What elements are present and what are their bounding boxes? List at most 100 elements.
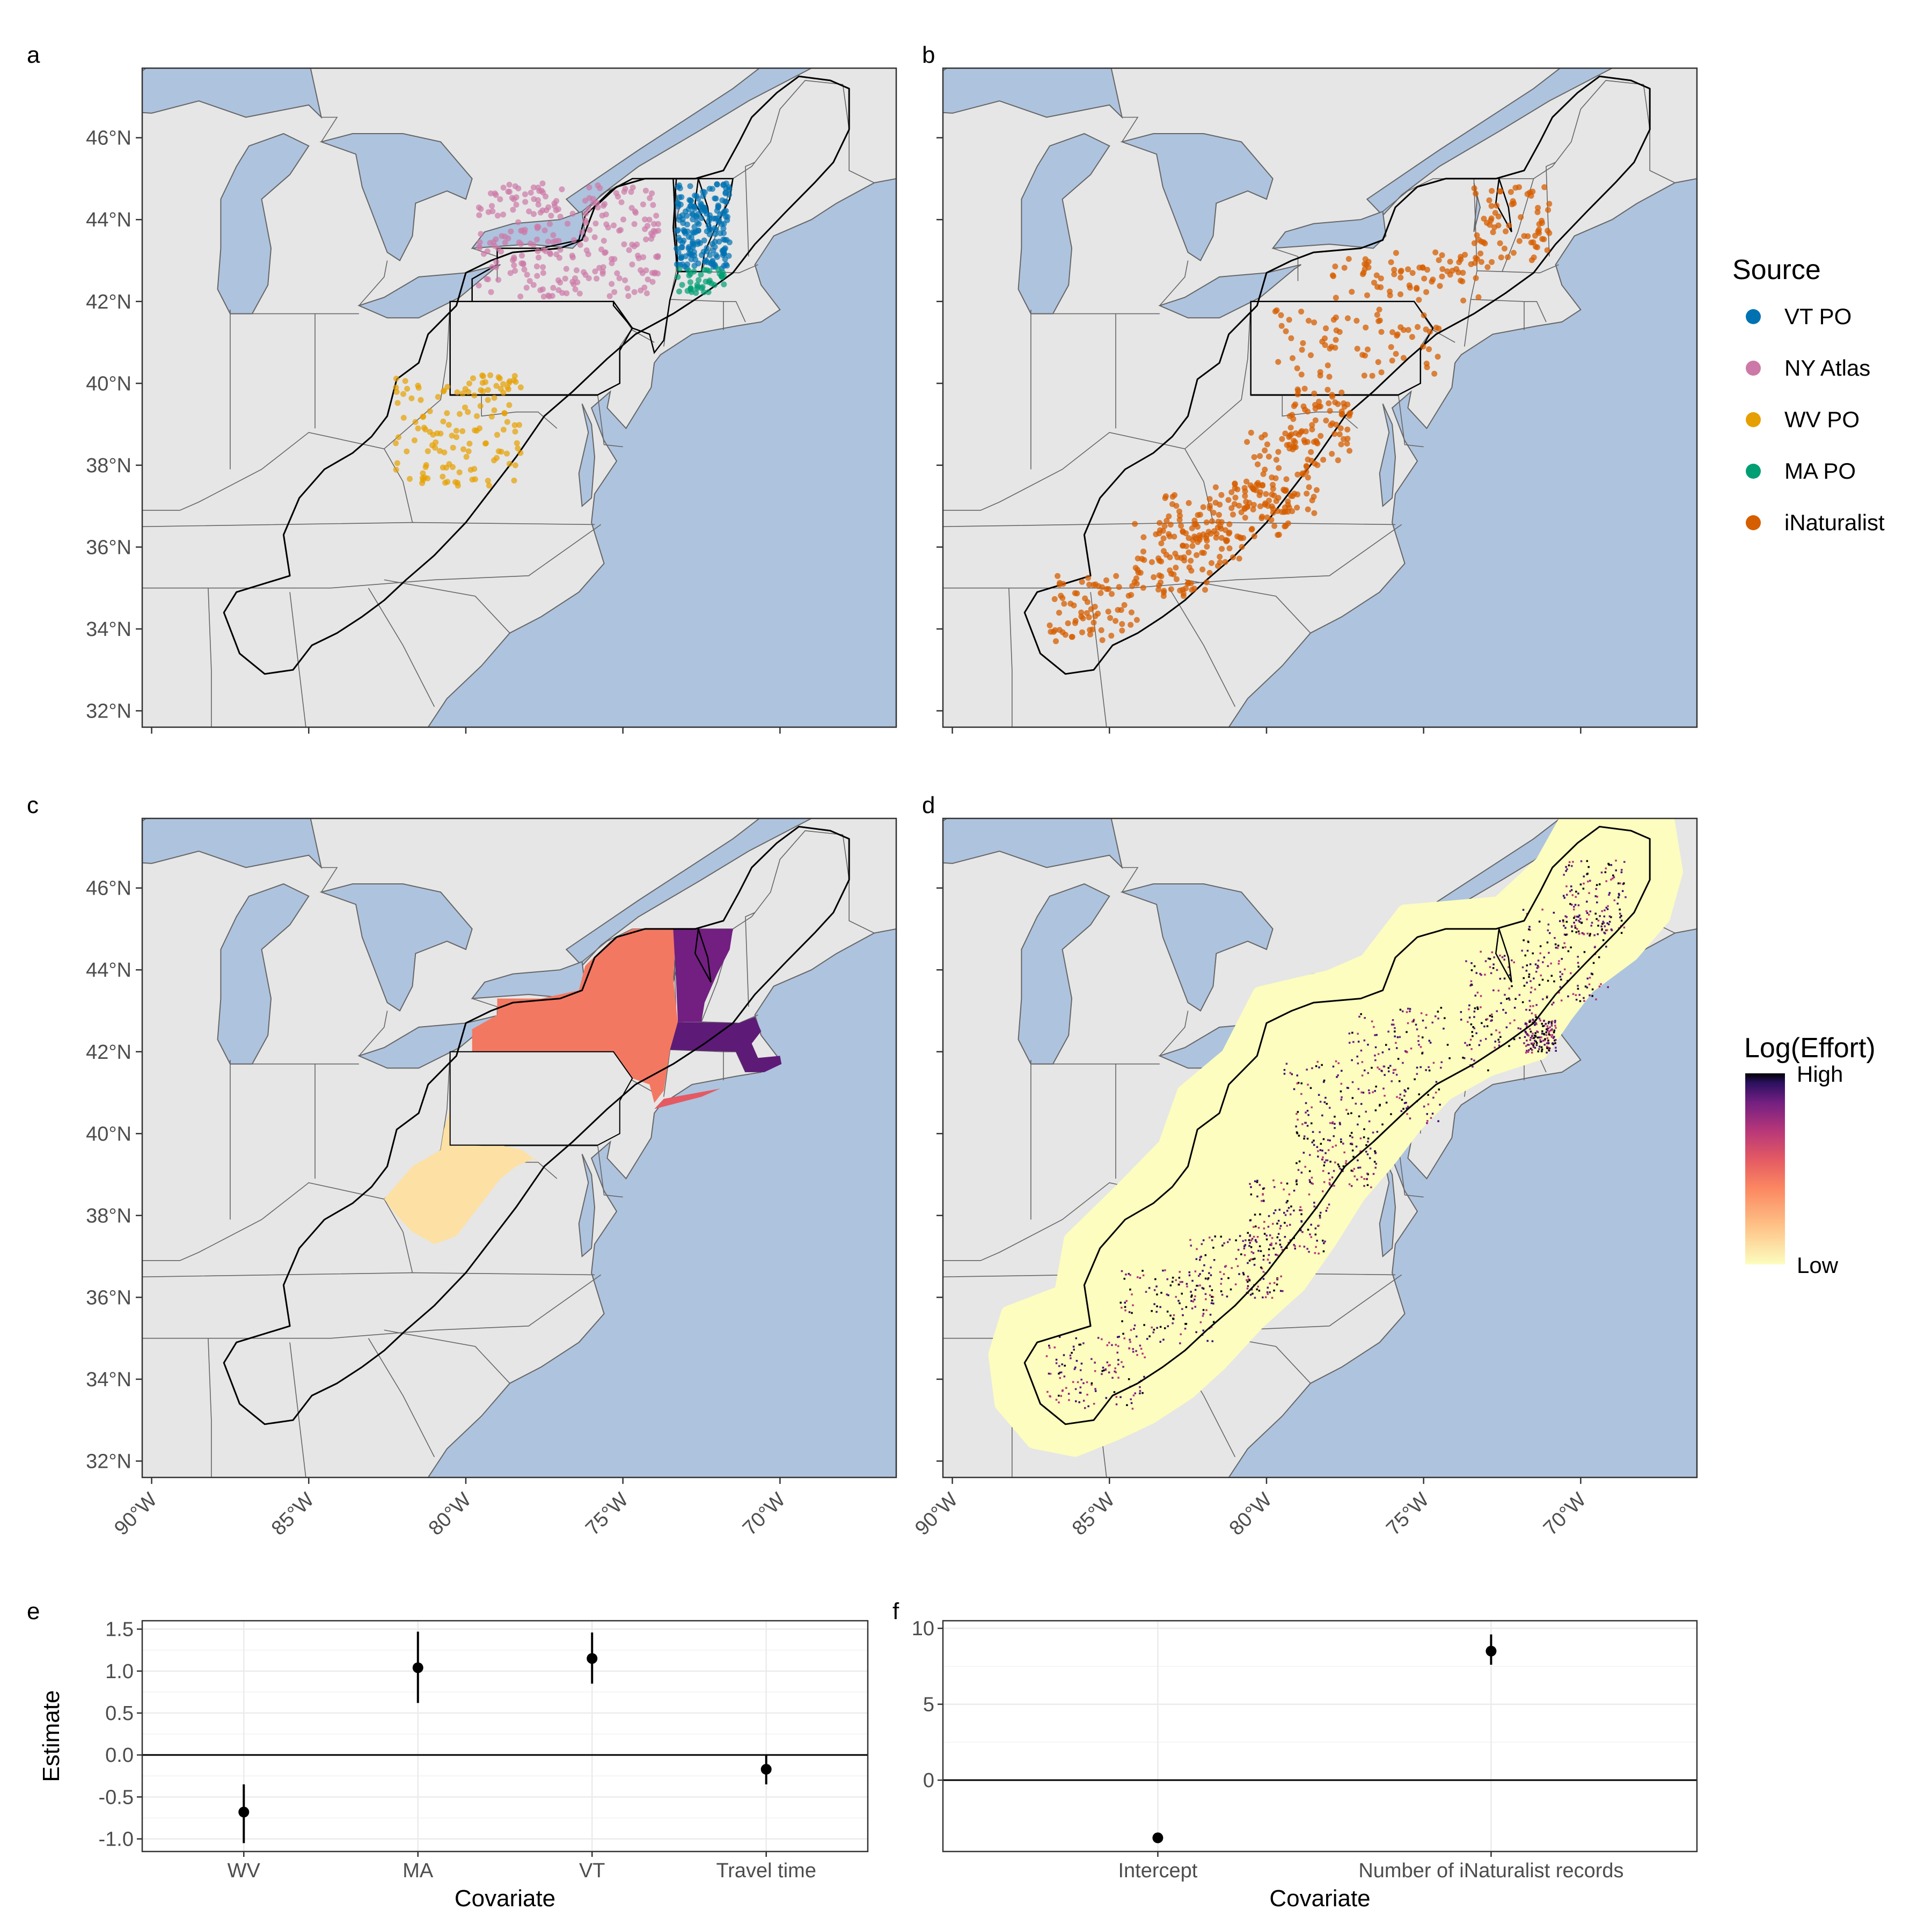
effort-cell — [1250, 1193, 1253, 1196]
effort-cell — [1199, 1258, 1201, 1261]
point-wv-po — [445, 422, 452, 428]
effort-cell — [1223, 1242, 1225, 1245]
effort-cell — [1548, 1031, 1550, 1034]
effort-cell — [1480, 950, 1482, 953]
effort-cell — [1548, 1049, 1550, 1052]
point-inaturalist — [1099, 637, 1106, 643]
state-border-23 — [1433, 80, 1675, 184]
point-ny-atlas — [638, 287, 644, 294]
effort-cell — [1132, 1348, 1134, 1350]
effort-cell — [1473, 1016, 1475, 1018]
effort-cell — [1479, 972, 1481, 975]
point-ma-po — [676, 288, 683, 295]
coef-panel-e: 1.51.00.50.0-0.5-1.0WV MA VT Travel timeCov… — [38, 1619, 869, 1912]
point-vt-po — [679, 239, 686, 246]
point-ny-atlas — [653, 213, 660, 219]
point-inaturalist — [1341, 400, 1347, 406]
effort-cell — [1605, 906, 1608, 909]
effort-cell — [1532, 1020, 1535, 1022]
point-inaturalist — [1416, 297, 1422, 303]
effort-cell — [1185, 1306, 1188, 1308]
effort-cell — [1247, 1262, 1249, 1264]
effort-cell — [1049, 1373, 1052, 1375]
effort-cell — [1575, 890, 1577, 893]
effort-cell — [1273, 1289, 1275, 1292]
point-inaturalist — [1361, 372, 1367, 379]
effort-cell — [1249, 1183, 1251, 1185]
effort-cell — [1311, 1106, 1313, 1109]
effort-cell — [1307, 1084, 1309, 1086]
point-wv-po — [511, 477, 517, 484]
estimate-point — [760, 1763, 772, 1775]
effort-cell — [1391, 1023, 1393, 1026]
point-vt-po — [694, 219, 700, 226]
effort-cell — [1589, 994, 1591, 997]
effort-cell — [1385, 1044, 1387, 1046]
effort-cell — [1618, 892, 1620, 895]
effort-cell — [1322, 1170, 1324, 1172]
lat-tick-label: 40°N — [86, 372, 131, 395]
source-legend: Source VT PO NY Atlas WV PO MA PO iNatur… — [1732, 254, 1885, 535]
point-inaturalist — [1378, 329, 1385, 335]
point-vt-po — [709, 186, 715, 192]
point-inaturalist — [1388, 344, 1394, 350]
point-ny-atlas — [540, 264, 546, 270]
point-ny-atlas — [530, 282, 537, 288]
legend-label-inaturalist: iNaturalist — [1784, 510, 1885, 535]
point-ny-atlas — [502, 239, 508, 246]
effort-cell — [1501, 956, 1504, 958]
point-ny-atlas — [519, 252, 525, 259]
point-inaturalist — [1294, 391, 1301, 398]
effort-cell — [1599, 883, 1601, 885]
effort-cell — [1551, 1029, 1553, 1031]
point-ny-atlas — [545, 238, 551, 245]
effort-cell — [1532, 1046, 1535, 1048]
point-inaturalist — [1494, 202, 1500, 209]
point-vt-po — [723, 199, 730, 205]
effort-cell — [1079, 1386, 1082, 1388]
effort-cell — [1534, 1035, 1537, 1038]
effort-cell — [1087, 1405, 1089, 1408]
point-ny-atlas — [639, 270, 646, 276]
effort-cell — [1329, 1183, 1331, 1185]
effort-cell — [1443, 1027, 1445, 1030]
effort-cell — [1579, 918, 1582, 920]
point-ny-atlas — [510, 257, 516, 264]
effort-cell — [1423, 1106, 1425, 1108]
effort-cell — [1269, 1282, 1271, 1285]
effort-cell — [1385, 1101, 1388, 1104]
effort-cell — [1334, 1116, 1336, 1118]
state-border-6 — [943, 431, 1214, 523]
effort-cell — [1319, 1131, 1321, 1133]
effort-cell — [1351, 1081, 1354, 1084]
effort-cell — [1610, 864, 1613, 866]
effort-cell — [1111, 1377, 1114, 1379]
point-inaturalist — [1298, 309, 1305, 315]
effort-cell — [1304, 1166, 1306, 1168]
effort-cell — [1184, 1328, 1187, 1330]
effort-cell — [1545, 1034, 1548, 1036]
point-ny-atlas — [628, 189, 634, 195]
effort-cell — [1475, 1032, 1477, 1034]
effort-cell — [1366, 1178, 1368, 1180]
effort-cell — [1276, 1254, 1279, 1256]
effort-cell — [1276, 1277, 1279, 1280]
effort-cell — [1136, 1335, 1138, 1338]
x-axis-title: Covariate — [1269, 1885, 1370, 1912]
point-inaturalist — [1489, 188, 1495, 194]
effort-cell — [1256, 1181, 1258, 1183]
effort-cell — [1480, 995, 1482, 997]
effort-cell — [1194, 1289, 1197, 1291]
effort-cell — [1141, 1392, 1144, 1394]
point-ny-atlas — [573, 267, 580, 274]
effort-cell — [1357, 1033, 1359, 1035]
effort-cell — [1610, 916, 1612, 918]
point-ny-atlas — [582, 197, 588, 204]
effort-cell — [1350, 1143, 1352, 1145]
effort-cell — [1277, 1233, 1280, 1235]
effort-cell — [1286, 1210, 1289, 1212]
effort-cell — [1560, 978, 1562, 980]
point-ny-atlas — [548, 213, 554, 219]
effort-cell — [1387, 1067, 1390, 1069]
effort-cell — [1117, 1359, 1119, 1361]
